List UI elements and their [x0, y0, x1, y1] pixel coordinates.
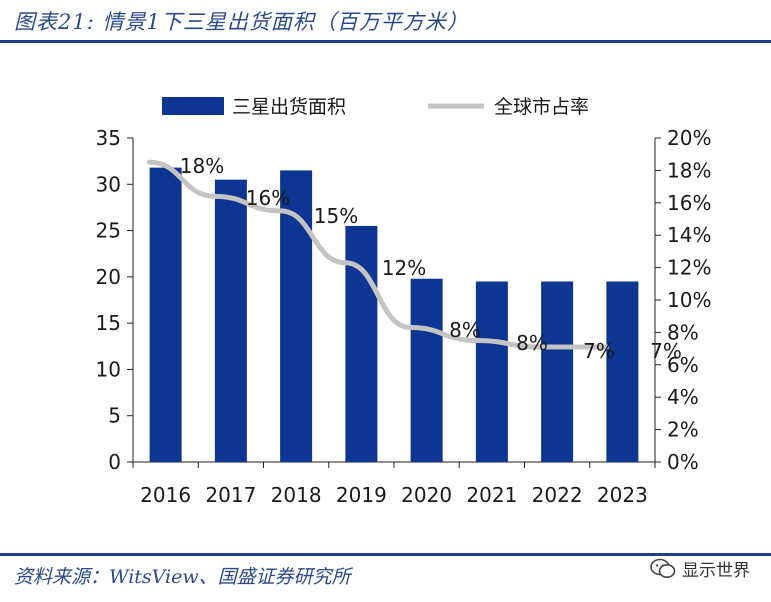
share-point-2016 — [147, 159, 153, 165]
y-left-tick-label: 25 — [96, 219, 121, 243]
y-right-tick-label: 2% — [667, 418, 699, 442]
y-left-tick-label: 30 — [96, 172, 121, 196]
top-rule — [0, 40, 771, 43]
y-left-tick-label: 0 — [108, 450, 121, 474]
y-right-tick-label: 12% — [667, 256, 711, 280]
wechat-icon — [650, 558, 676, 578]
x-tick-label: 2021 — [466, 483, 517, 507]
share-point-2023 — [603, 344, 609, 350]
bars — [149, 167, 639, 462]
y-right-tick-label: 10% — [667, 288, 711, 312]
x-tick-label: 2019 — [336, 483, 387, 507]
x-tick-label: 2022 — [532, 483, 583, 507]
bar-2023 — [606, 281, 639, 462]
x-tick-label: 2020 — [401, 483, 452, 507]
y-right-tick-label: 4% — [667, 385, 699, 409]
share-point-2021 — [473, 338, 479, 343]
y-left-tick-label: 10 — [96, 357, 121, 381]
axes: 0 5 10 15 20 25 30 35 0% 2% 4% 6% 8% 10% 12% 14% 16% 18% 2… — [96, 126, 712, 507]
legend-swatch-bar — [162, 97, 224, 115]
bar-2020 — [410, 278, 443, 462]
legend-label-bar: 三星出货面积 — [232, 96, 346, 118]
figure-title: 图表21: 情景1下三星出货面积（百万平方米） — [14, 10, 469, 34]
share-label-2018: 15% — [314, 204, 358, 228]
y-right-tick-label: 14% — [667, 223, 711, 247]
y-right-tick-label: 20% — [667, 126, 711, 150]
y-left-tick-label: 20 — [96, 265, 121, 289]
y-left-tick-label: 35 — [96, 126, 121, 150]
share-label-2019: 12% — [382, 256, 426, 280]
share-labels: 18% 16% 15% 12% 8% 8% 7% 7% — [180, 154, 682, 363]
share-label-2020: 8% — [449, 318, 481, 342]
x-tick-label: 2016 — [140, 483, 191, 507]
y-right-tick-label: 0% — [667, 450, 699, 474]
share-line-path — [147, 159, 609, 350]
bar-2022 — [541, 281, 574, 462]
legend: 三星出货面积 全球市占率 — [162, 96, 589, 118]
share-line — [147, 159, 609, 350]
bar-2021 — [475, 281, 508, 462]
x-tick-label: 2018 — [271, 483, 322, 507]
watermark-text: 显示世界 — [682, 561, 750, 581]
share-point-2018 — [277, 208, 283, 214]
share-point-2022 — [538, 344, 544, 350]
bar-2016 — [149, 167, 182, 462]
chart: 三星出货面积 全球市占率 0 5 10 15 20 25 30 35 0% 2% 4% 6% 8% 10%… — [96, 96, 712, 507]
share-label-2023: 7% — [650, 339, 682, 363]
share-label-2022: 7% — [583, 339, 615, 363]
share-point-2020 — [408, 325, 414, 331]
share-label-2017: 16% — [246, 186, 290, 210]
y-right-tick-label: 6% — [667, 353, 699, 377]
bottom-rule — [0, 553, 771, 556]
legend-label-line: 全球市占率 — [494, 96, 589, 118]
x-tick-label: 2023 — [597, 483, 648, 507]
bar-2017 — [214, 179, 247, 462]
y-left-tick-label: 5 — [108, 404, 121, 428]
share-label-2021: 8% — [516, 331, 548, 355]
y-right-tick-label: 18% — [667, 158, 711, 182]
share-point-2019 — [342, 260, 348, 266]
watermark: 显示世界 — [650, 556, 750, 581]
y-left-tick-label: 15 — [96, 311, 121, 335]
source-note: 资料来源：WitsView、国盛证券研究所 — [14, 566, 351, 588]
share-point-2017 — [212, 193, 218, 199]
y-right-tick-label: 8% — [667, 320, 699, 344]
share-label-2016: 18% — [180, 154, 224, 178]
x-tick-label: 2017 — [205, 483, 256, 507]
y-right-tick-label: 16% — [667, 191, 711, 215]
